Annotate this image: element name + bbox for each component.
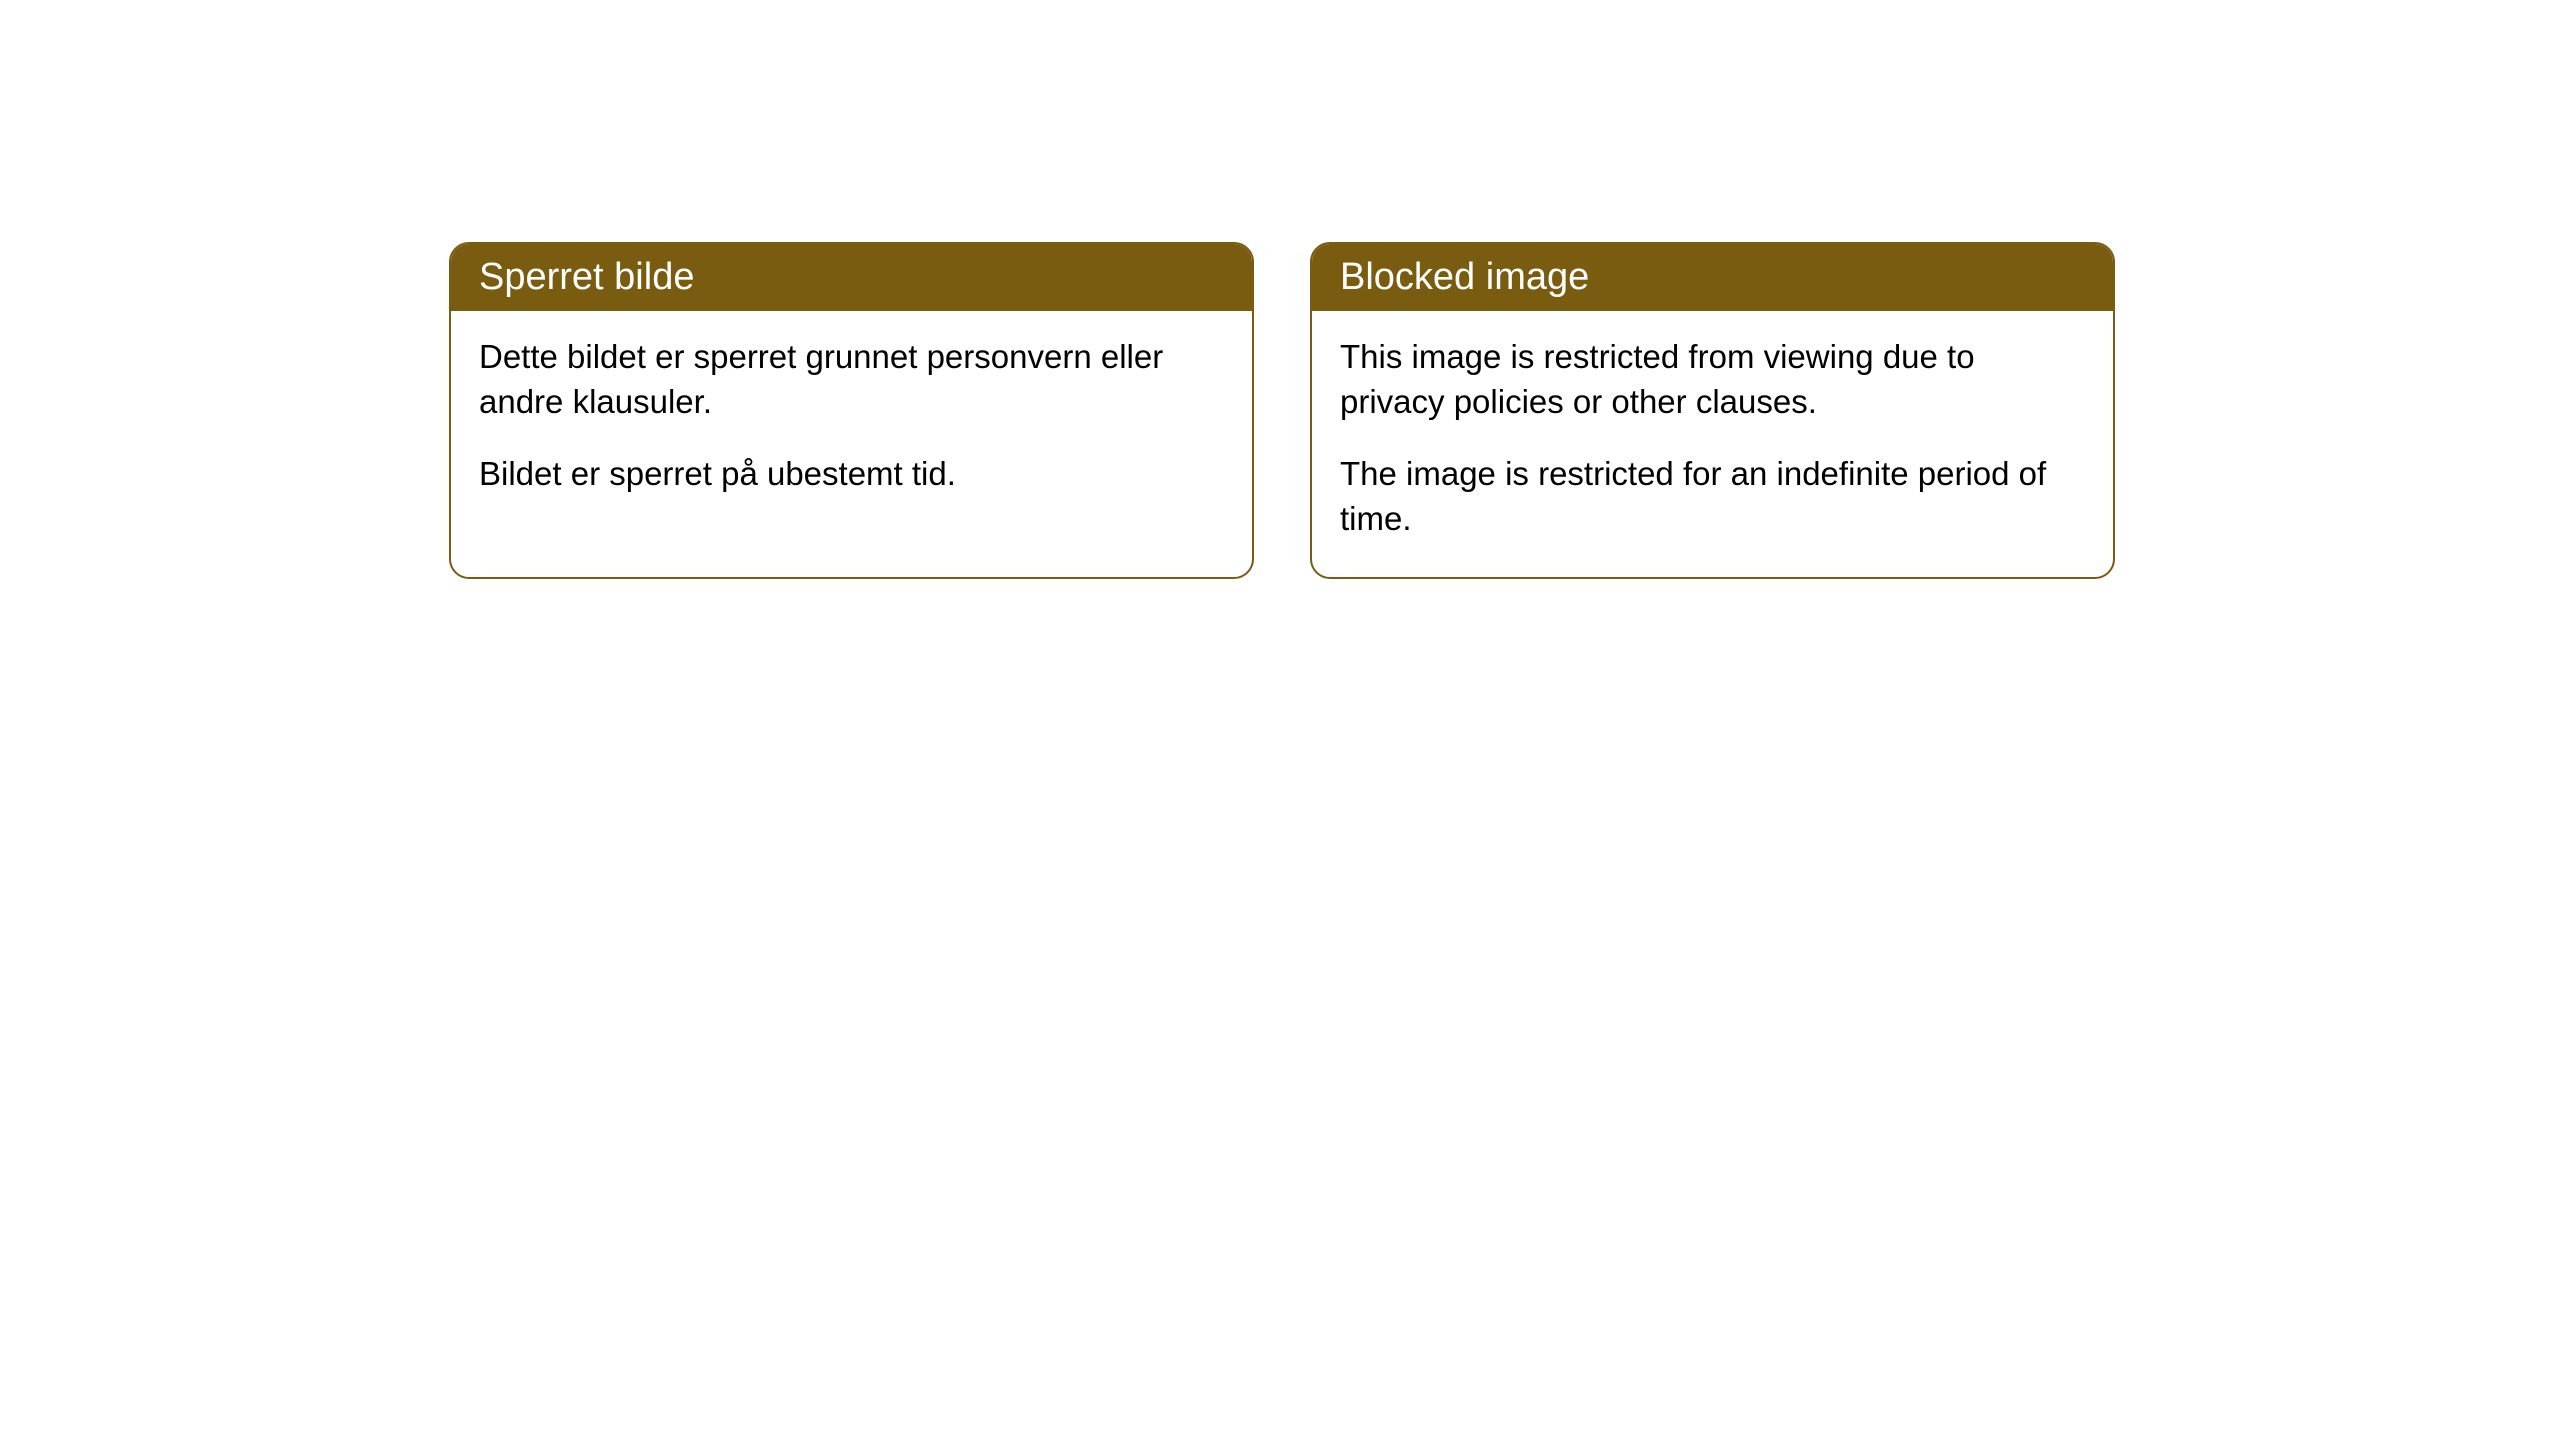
card-paragraph: This image is restricted from viewing du… [1340, 335, 2085, 424]
card-title-norwegian: Sperret bilde [451, 244, 1252, 311]
notice-cards-container: Sperret bilde Dette bildet er sperret gr… [449, 242, 2115, 579]
card-paragraph: The image is restricted for an indefinit… [1340, 452, 2085, 541]
card-paragraph: Bildet er sperret på ubestemt tid. [479, 452, 1224, 497]
notice-card-norwegian: Sperret bilde Dette bildet er sperret gr… [449, 242, 1254, 579]
card-paragraph: Dette bildet er sperret grunnet personve… [479, 335, 1224, 424]
card-body-english: This image is restricted from viewing du… [1312, 311, 2113, 577]
notice-card-english: Blocked image This image is restricted f… [1310, 242, 2115, 579]
card-body-norwegian: Dette bildet er sperret grunnet personve… [451, 311, 1252, 533]
card-title-english: Blocked image [1312, 244, 2113, 311]
